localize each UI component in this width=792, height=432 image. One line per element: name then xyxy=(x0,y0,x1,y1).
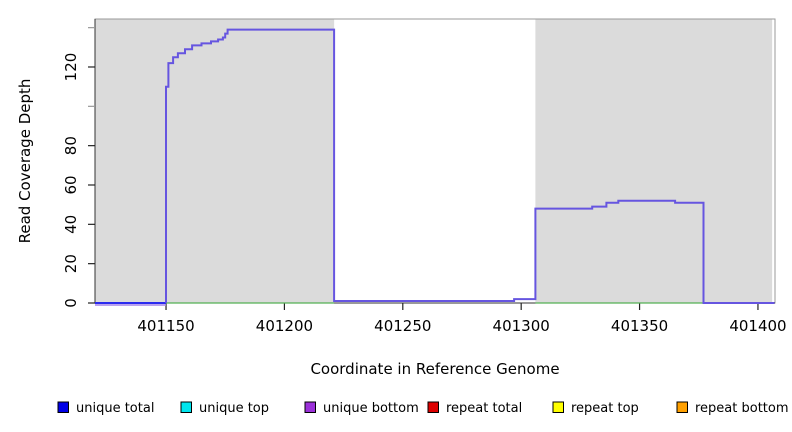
y-tick-label: 40 xyxy=(62,215,80,234)
legend-swatch-repeat-total xyxy=(427,401,439,413)
y-tick-label: 60 xyxy=(62,175,80,194)
x-axis-title: Coordinate in Reference Genome xyxy=(310,360,559,378)
series-line-unique-coverage-depth xyxy=(165,28,775,304)
legend-swatch-unique-total xyxy=(57,401,69,413)
legend-label: repeat bottom xyxy=(695,401,789,416)
legend-swatch-unique-top xyxy=(180,401,192,413)
y-tick-label: 20 xyxy=(62,254,80,273)
legend-label: repeat top xyxy=(571,401,639,416)
legend-swatch-repeat-bottom xyxy=(676,401,688,413)
y-axis-title: Read Coverage Depth xyxy=(16,79,34,244)
x-tick-label: 401300 xyxy=(493,317,550,335)
y-tick-label: 80 xyxy=(62,136,80,155)
legend-swatch-repeat-top xyxy=(552,401,564,413)
legend-label: unique total xyxy=(76,401,154,416)
y-tick-label: 0 xyxy=(62,298,80,308)
x-tick-label: 401400 xyxy=(729,317,786,335)
legend-label: unique bottom xyxy=(323,401,419,416)
shaded-region xyxy=(535,19,773,303)
shaded-region xyxy=(95,19,335,303)
legend-label: unique top xyxy=(199,401,269,416)
legend-label: repeat total xyxy=(446,401,522,416)
x-tick-label: 401350 xyxy=(611,317,668,335)
y-tick-label: 120 xyxy=(62,53,80,82)
x-tick-label: 401250 xyxy=(374,317,431,335)
legend-swatch-unique-bottom xyxy=(304,401,316,413)
x-tick-label: 401150 xyxy=(137,317,194,335)
x-tick-label: 401200 xyxy=(256,317,313,335)
